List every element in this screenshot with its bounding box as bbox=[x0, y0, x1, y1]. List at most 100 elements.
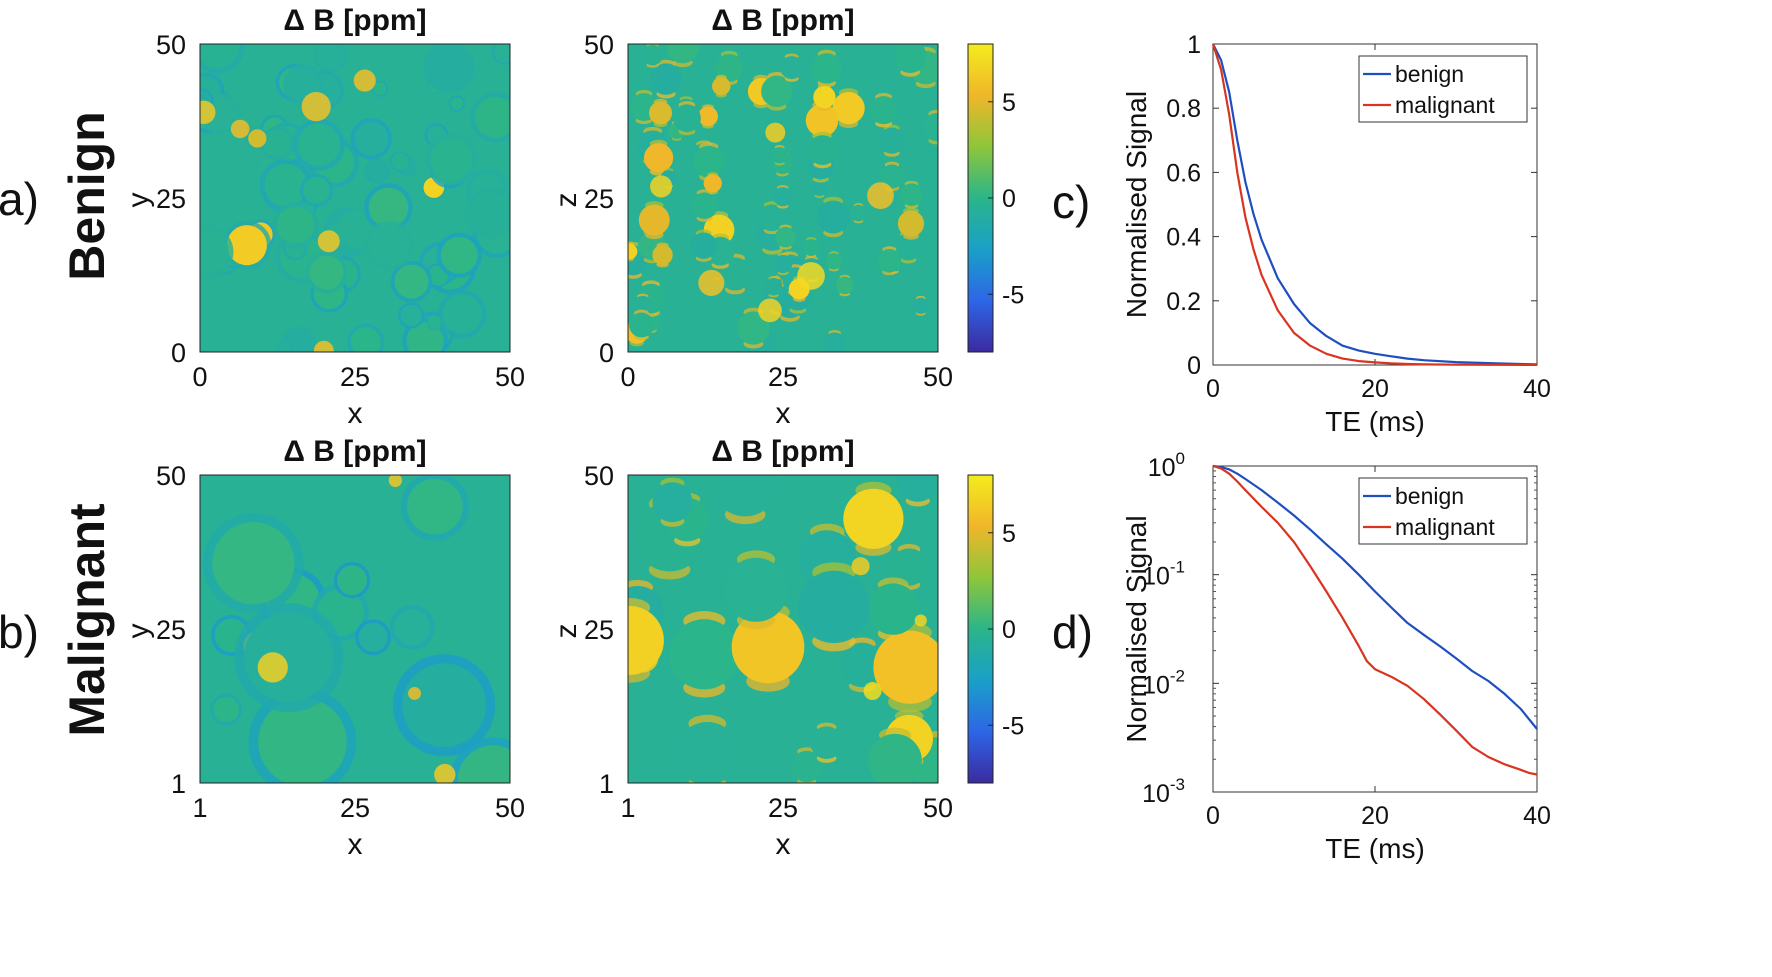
cell bbox=[427, 315, 441, 329]
cell bbox=[843, 488, 904, 549]
y-tick-label: 1 bbox=[171, 769, 186, 799]
cell bbox=[813, 85, 836, 109]
heatmap-field bbox=[628, 44, 938, 352]
legend-label-benign: benign bbox=[1395, 483, 1464, 509]
colorbar-tick-label: -5 bbox=[1002, 712, 1024, 740]
cell bbox=[761, 75, 793, 108]
cell bbox=[724, 557, 789, 622]
x-axis-label: x bbox=[776, 828, 791, 861]
cell bbox=[715, 53, 744, 82]
colorbar-tick-label: 0 bbox=[1002, 185, 1016, 213]
cell bbox=[369, 225, 410, 266]
cell bbox=[643, 143, 674, 173]
cell bbox=[691, 192, 718, 219]
cell bbox=[394, 264, 429, 299]
cell bbox=[248, 129, 267, 148]
hot-spot bbox=[230, 119, 250, 139]
chart-c: 0 20 40 TE (ms) 0 0.2 0.4 0.6 0.8 1 Normalised Sig… bbox=[1121, 31, 1551, 437]
cell bbox=[628, 243, 638, 260]
heatmap-title: Δ B [ppm] bbox=[711, 4, 854, 37]
row-a-label: a) bbox=[0, 173, 39, 225]
cell bbox=[263, 129, 291, 158]
cell bbox=[850, 204, 867, 222]
x-tick-label: 0 bbox=[620, 362, 635, 392]
legend: benign malignant bbox=[1358, 55, 1528, 123]
heatmap-a-xy: Δ B [ppm] 0 25 50 x 0 25 50 y bbox=[122, 4, 525, 430]
y-tick-label: 0 bbox=[171, 338, 186, 368]
cell bbox=[368, 187, 409, 228]
cell bbox=[366, 160, 388, 182]
cell bbox=[442, 294, 483, 334]
y-tick-label: 0 bbox=[599, 338, 614, 368]
x-axis-label: x bbox=[776, 397, 791, 430]
y-tick-label: 0 bbox=[1187, 352, 1201, 380]
cell bbox=[805, 104, 839, 137]
hot-spot bbox=[650, 175, 673, 198]
x-tick-label: 20 bbox=[1361, 802, 1389, 830]
cell bbox=[832, 91, 865, 125]
cell bbox=[703, 174, 722, 193]
y-axis-label: z bbox=[550, 624, 583, 639]
series-line-malignant bbox=[1211, 43, 1538, 366]
y-axis-label: Normalised Signal bbox=[1121, 515, 1152, 742]
heatmap-field bbox=[200, 44, 510, 352]
y-axis-label: y bbox=[122, 193, 155, 208]
legend-box bbox=[1358, 55, 1528, 123]
heatmap-title: Δ B [ppm] bbox=[283, 4, 426, 37]
cell bbox=[652, 244, 673, 266]
y-tick-exponent: 0 bbox=[1176, 449, 1185, 468]
cell bbox=[212, 522, 295, 605]
y-tick-exponent: -1 bbox=[1170, 558, 1185, 577]
x-tick-label: 50 bbox=[495, 362, 525, 392]
cell bbox=[297, 123, 341, 167]
cell bbox=[867, 583, 919, 635]
legend-label-malignant: malignant bbox=[1395, 514, 1495, 540]
hot-spot bbox=[628, 642, 659, 673]
cell bbox=[712, 76, 731, 96]
y-tick-label: 100 bbox=[1148, 449, 1185, 482]
cell bbox=[900, 183, 923, 207]
x-axis-label: TE (ms) bbox=[1325, 406, 1425, 437]
series-line-benign bbox=[1212, 464, 1538, 730]
y-tick-label: 50 bbox=[584, 30, 614, 60]
cell bbox=[731, 610, 805, 684]
hot-spot bbox=[797, 262, 825, 290]
y-tick-label: 1 bbox=[599, 769, 614, 799]
cell bbox=[350, 327, 381, 352]
y-tick-label: 10-3 bbox=[1142, 775, 1185, 808]
cell bbox=[824, 332, 846, 352]
heatmap-title: Δ B [ppm] bbox=[283, 435, 426, 468]
cell bbox=[758, 204, 786, 232]
colorbar-tick-label: -5 bbox=[1002, 281, 1024, 309]
heatmap-b-xy: Δ B [ppm] 1 25 50 x 1 25 50 y bbox=[122, 435, 525, 861]
cell bbox=[868, 733, 922, 783]
cell bbox=[337, 565, 367, 596]
y-tick-label: 0.2 bbox=[1166, 288, 1201, 316]
x-tick-label: 0 bbox=[192, 362, 207, 392]
cell bbox=[790, 750, 823, 783]
x-tick-label: 25 bbox=[340, 362, 370, 392]
y-axis-label: z bbox=[550, 193, 583, 208]
cell bbox=[258, 697, 347, 783]
x-axis-label: TE (ms) bbox=[1325, 833, 1425, 864]
x-axis-label: x bbox=[348, 397, 363, 430]
row-a-name: Benign bbox=[59, 111, 115, 280]
hot-spot bbox=[758, 298, 782, 323]
cell bbox=[264, 163, 308, 207]
x-tick-label: 0 bbox=[1206, 375, 1220, 403]
x-tick-label: 50 bbox=[495, 793, 525, 823]
x-tick-label: 40 bbox=[1523, 375, 1551, 403]
cell bbox=[428, 46, 471, 89]
cell bbox=[633, 295, 653, 315]
cell bbox=[692, 145, 725, 178]
cell bbox=[890, 548, 928, 586]
cell bbox=[711, 475, 780, 517]
y-tick-label: 10-2 bbox=[1142, 666, 1185, 699]
y-tick-label: 50 bbox=[156, 30, 186, 60]
legend-box bbox=[1358, 477, 1528, 545]
cell bbox=[811, 179, 828, 197]
